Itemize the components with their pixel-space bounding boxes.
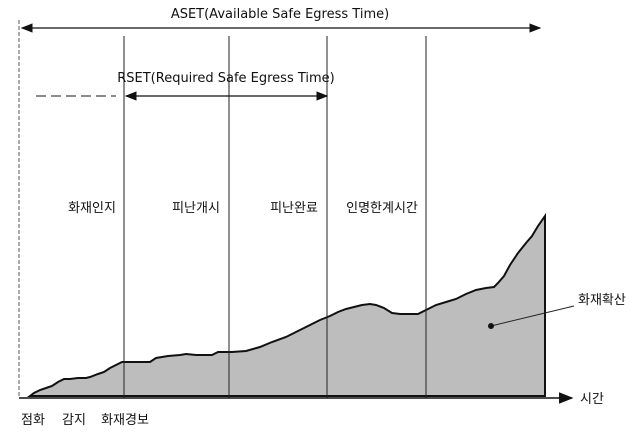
spread-callout-dot [488, 323, 494, 329]
aset-label: ASET(Available Safe Egress Time) [171, 7, 389, 22]
phase-label-tenability-limit: 인명한계시간 [346, 201, 418, 216]
phase-label-evac-complete: 피난완료 [270, 201, 318, 216]
event-label-detection: 감지 [62, 413, 86, 428]
spread-callout-line [490, 305, 575, 327]
phase-label-evac-start: 피난개시 [172, 201, 220, 216]
phase-label-fire-recognition: 화재인지 [68, 201, 116, 216]
event-label-fire-alarm: 화재경보 [101, 413, 149, 428]
time-axis-label: 시간 [580, 392, 604, 407]
event-label-ignition: 점화 [21, 413, 45, 428]
fire-spread-area [27, 212, 546, 397]
spread-label: 화재확산 [578, 293, 626, 308]
rset-label: RSET(Required Safe Egress Time) [117, 71, 335, 86]
